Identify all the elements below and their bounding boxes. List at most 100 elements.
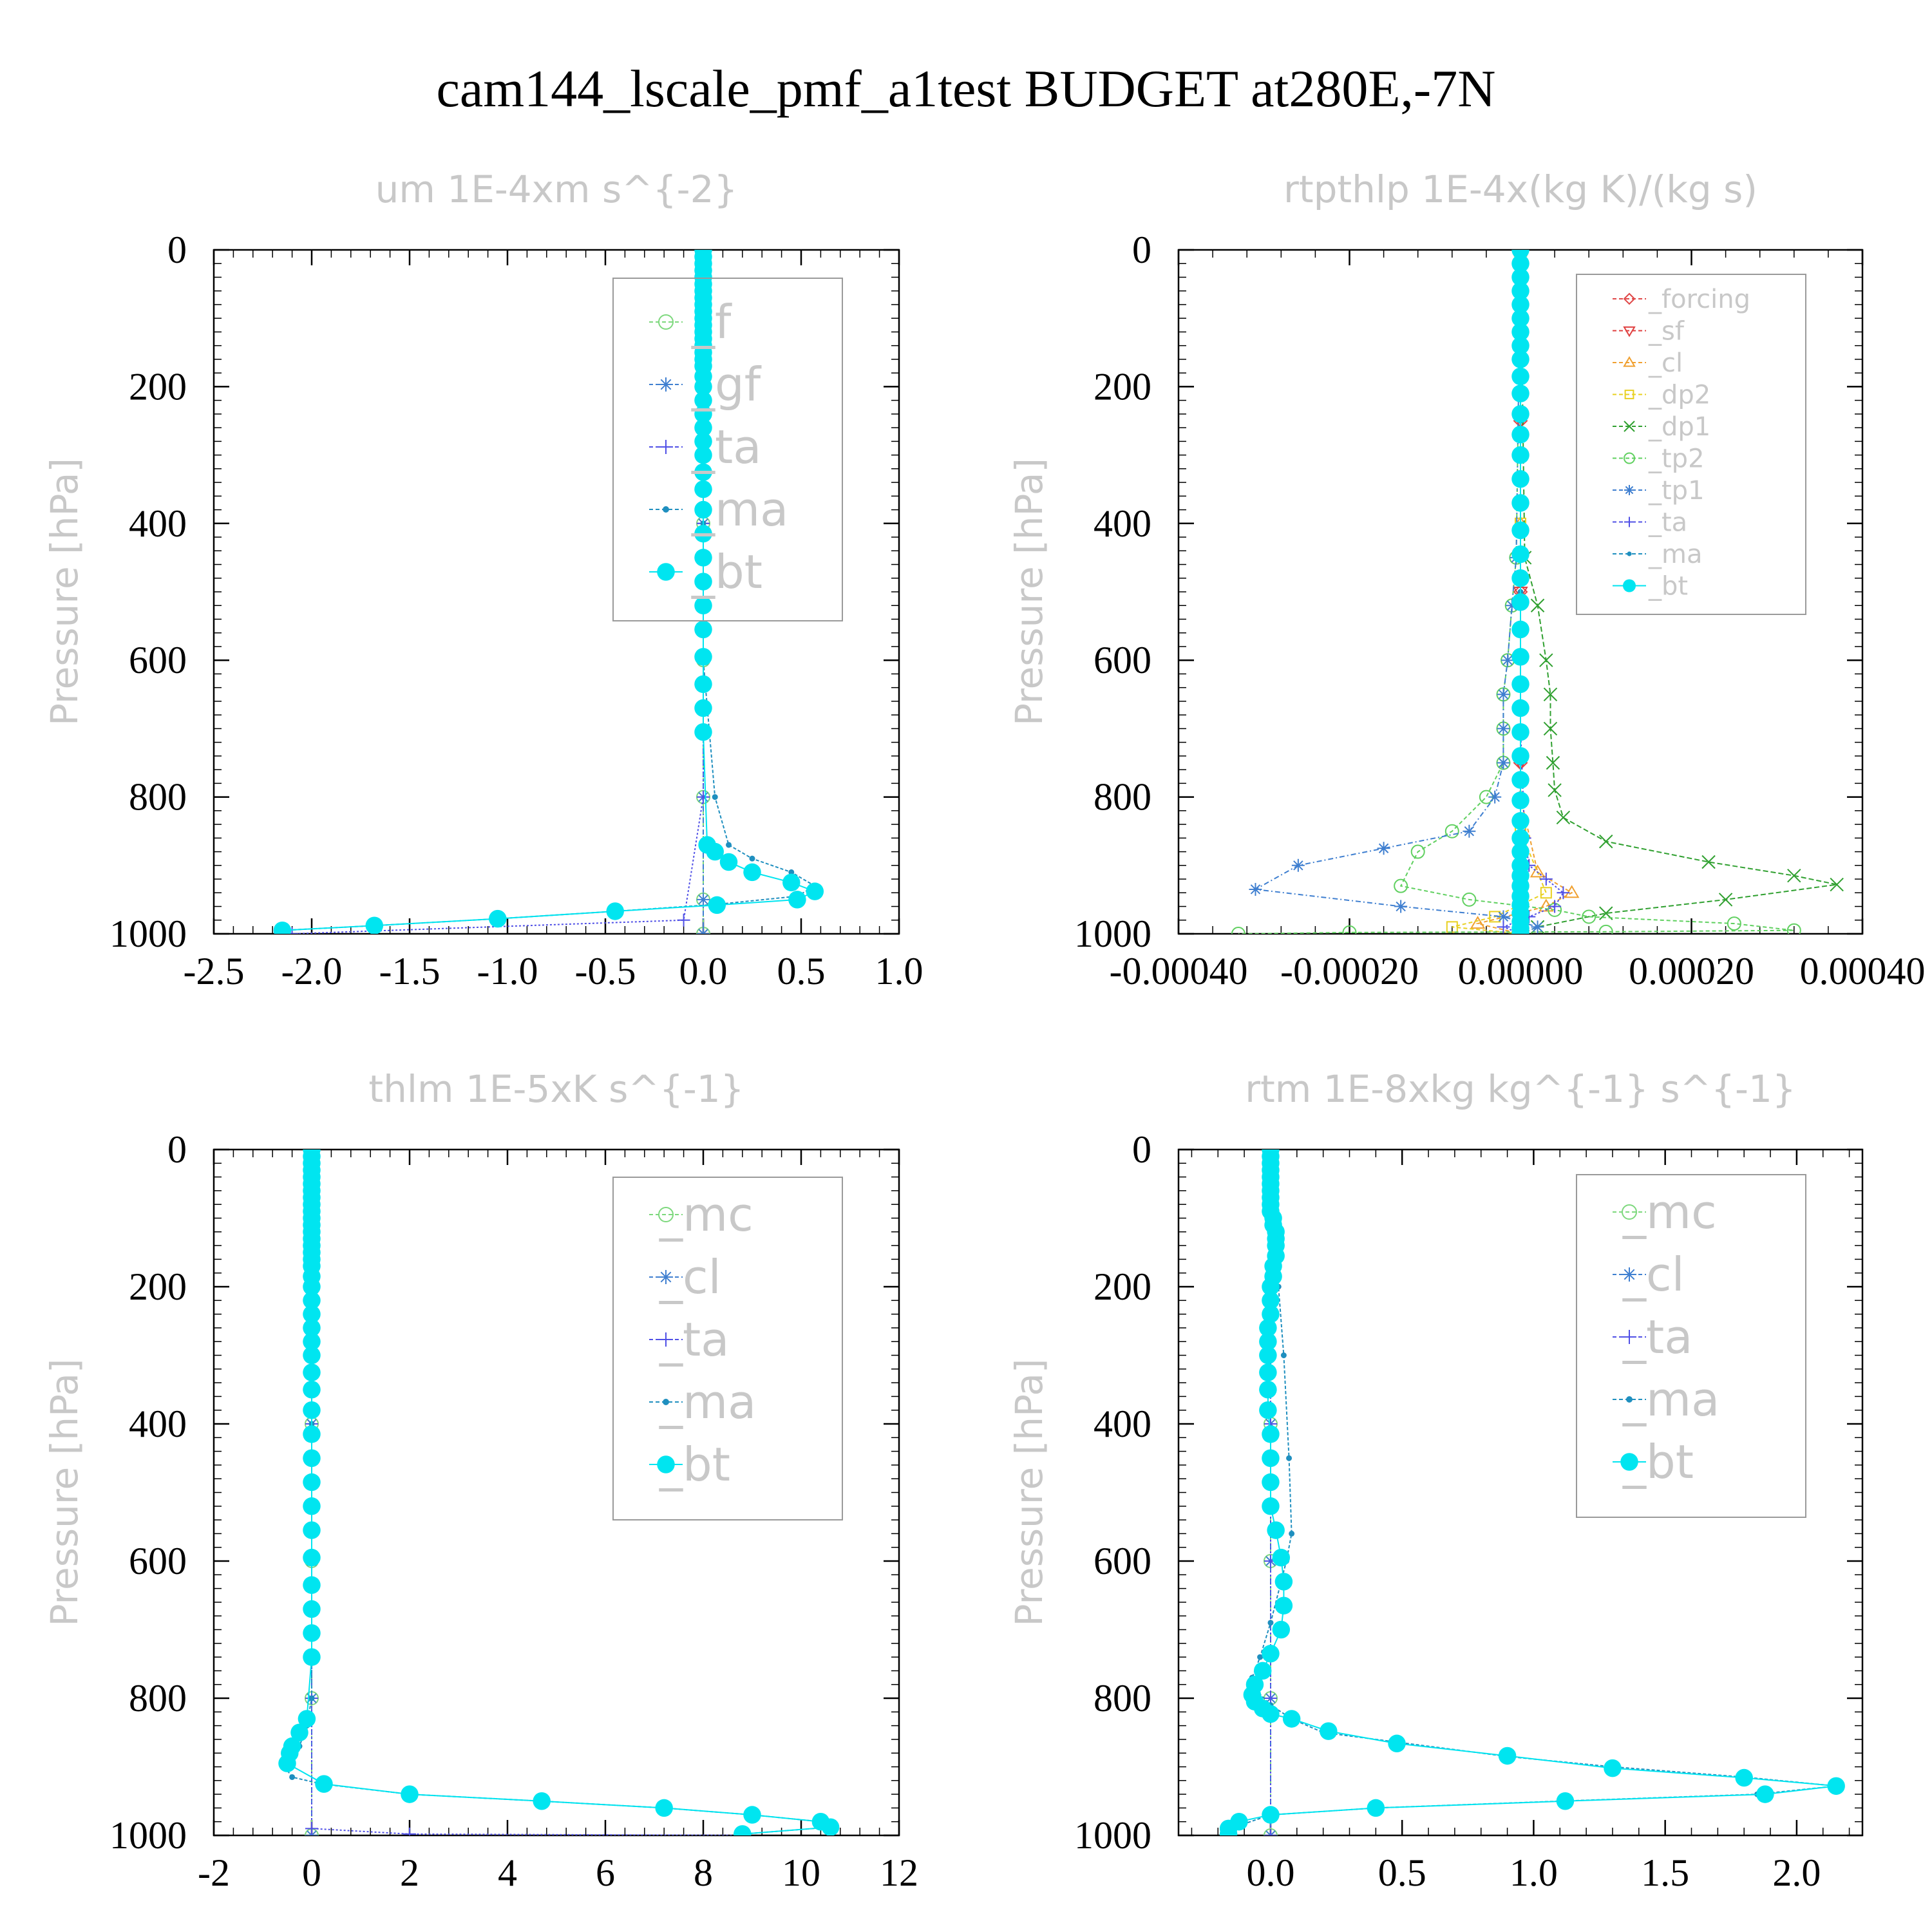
point-bt	[303, 1425, 321, 1443]
legend-marker-mc	[658, 1207, 674, 1222]
legend-marker-tp2	[1624, 452, 1635, 464]
point-bt	[694, 596, 712, 614]
point-dp1	[1787, 869, 1801, 883]
point-tp1	[1291, 858, 1305, 872]
legend-box	[612, 278, 843, 621]
point-bt	[303, 1449, 321, 1467]
point-bt	[694, 480, 712, 498]
legend-label-bt: _bt	[691, 545, 762, 599]
point-bt	[303, 1363, 321, 1381]
point-bt	[303, 1401, 321, 1419]
point-bt	[694, 377, 712, 396]
point-bt	[298, 1710, 316, 1728]
point-bt	[1511, 675, 1530, 694]
panel-title: rtm 1E-8xkg kg^{-1} s^{-1}	[1245, 1067, 1796, 1111]
panels: um 1E-4xm s^{-2} Pressure [hPa] -2.5 -2.0 -1…	[43, 167, 1926, 1894]
y-tick-label: 0	[167, 229, 187, 271]
point-tp1	[1497, 910, 1510, 923]
legend-label-ma: _ma	[1648, 540, 1702, 569]
point-bt	[734, 1825, 752, 1835]
point-bt	[1511, 268, 1530, 287]
x-tick-label: 2.0	[1772, 1852, 1821, 1894]
point-bt	[694, 573, 712, 591]
point-tp2	[1394, 878, 1408, 893]
x-tick-label: -0.00040	[1110, 950, 1248, 992]
point-bt	[694, 419, 712, 437]
point-bt	[303, 1548, 321, 1567]
point-bt	[1511, 593, 1530, 611]
legend-marker-cl	[1623, 356, 1636, 367]
point-bt	[365, 916, 384, 934]
point-bt	[1259, 1363, 1277, 1381]
legend-marker-ma	[1627, 551, 1632, 556]
point-bt	[1511, 747, 1530, 765]
point-ta	[403, 1827, 416, 1835]
point-tp2	[1582, 909, 1596, 924]
y-tick-label: 1000	[109, 913, 187, 955]
legend-marker-ta	[1622, 1330, 1636, 1344]
legend-label-f: _f	[691, 295, 732, 349]
point-dp1	[1548, 783, 1562, 797]
y-tick-label: 200	[129, 1265, 187, 1308]
point-dp2	[1540, 887, 1552, 899]
point-ta	[1557, 886, 1570, 900]
series-group	[1231, 250, 1844, 934]
point-tp1	[1249, 882, 1262, 896]
point-bt	[1511, 771, 1530, 789]
point-bt	[1262, 1497, 1280, 1515]
legend: _mc _cl _ta _ma _bt	[612, 1177, 843, 1520]
point-bt	[1604, 1759, 1622, 1777]
point-bt	[1511, 446, 1530, 464]
y-tick-label: 600	[129, 639, 187, 681]
x-tick-label: 2	[400, 1852, 419, 1894]
panel-bottom-right: rtm 1E-8xkg kg^{-1} s^{-1} Pressure [hPa]…	[1007, 1067, 1864, 1894]
point-bt	[1511, 925, 1530, 934]
legend-label-cl: _cl	[1622, 1247, 1685, 1302]
panel-top-right: rtpthlp 1E-4x(kg K)/(kg s) Pressure [hPa]…	[1007, 167, 1926, 992]
point-bt	[1274, 1573, 1293, 1591]
point-bt	[821, 1818, 840, 1835]
point-tp2	[1444, 824, 1459, 838]
point-cl	[1530, 864, 1546, 878]
point-bt	[1511, 296, 1530, 314]
series-line-tp2	[1238, 250, 1794, 934]
legend-label-sf: _sf	[1648, 317, 1685, 346]
legend-marker-gf	[659, 377, 673, 392]
legend-marker-bt	[1620, 1453, 1638, 1471]
x-tick-label: 4	[498, 1852, 517, 1894]
point-bt	[1827, 1777, 1845, 1795]
legend-label-gf: _gf	[691, 357, 762, 412]
point-tp2	[1462, 892, 1477, 907]
point-bt	[694, 500, 712, 519]
point-bt	[1262, 1305, 1280, 1323]
x-tick-label: -0.00020	[1280, 950, 1419, 992]
panel-title: rtpthlp 1E-4x(kg K)/(kg s)	[1283, 167, 1757, 211]
point-bt	[694, 620, 712, 639]
y-tick-label: 400	[129, 502, 187, 545]
point-ta	[697, 790, 710, 804]
point-bt	[743, 1806, 761, 1824]
point-ta	[1497, 920, 1510, 934]
point-bt	[1262, 1291, 1280, 1310]
x-tick-label: 0.00000	[1458, 950, 1584, 992]
point-ma	[749, 855, 755, 862]
point-bt	[1511, 350, 1530, 368]
point-bt	[1219, 1825, 1238, 1835]
point-bt	[303, 1497, 321, 1515]
point-bt	[1511, 336, 1530, 355]
y-tick-label: 200	[1094, 365, 1151, 408]
point-bt	[606, 902, 624, 920]
point-bt	[1388, 1734, 1406, 1753]
legend-marker-f	[658, 314, 674, 330]
legend-marker-tp1	[1624, 485, 1634, 495]
y-tick-label: 1000	[109, 1814, 187, 1857]
point-tp1	[1463, 824, 1476, 838]
point-bt	[1511, 648, 1530, 666]
legend-label-cl: _cl	[659, 1250, 721, 1304]
point-bt	[1556, 1792, 1575, 1810]
point-ma	[788, 869, 795, 875]
legend-label-dp2: _dp2	[1648, 381, 1710, 410]
legend-box	[612, 1177, 843, 1520]
point-bt	[1262, 1449, 1280, 1467]
point-bt	[719, 853, 738, 871]
